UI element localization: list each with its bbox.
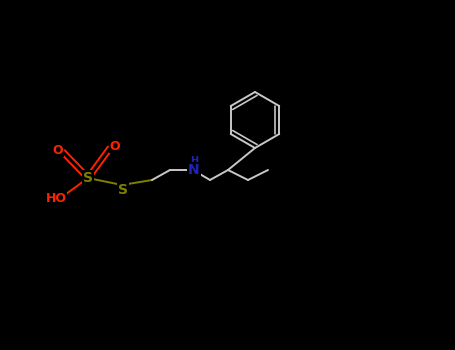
Text: N: N (188, 163, 200, 177)
Text: O: O (53, 144, 63, 156)
Text: S: S (83, 171, 93, 185)
Text: H: H (190, 156, 198, 166)
Text: S: S (118, 183, 128, 197)
Text: HO: HO (46, 193, 66, 205)
Text: O: O (110, 140, 120, 153)
